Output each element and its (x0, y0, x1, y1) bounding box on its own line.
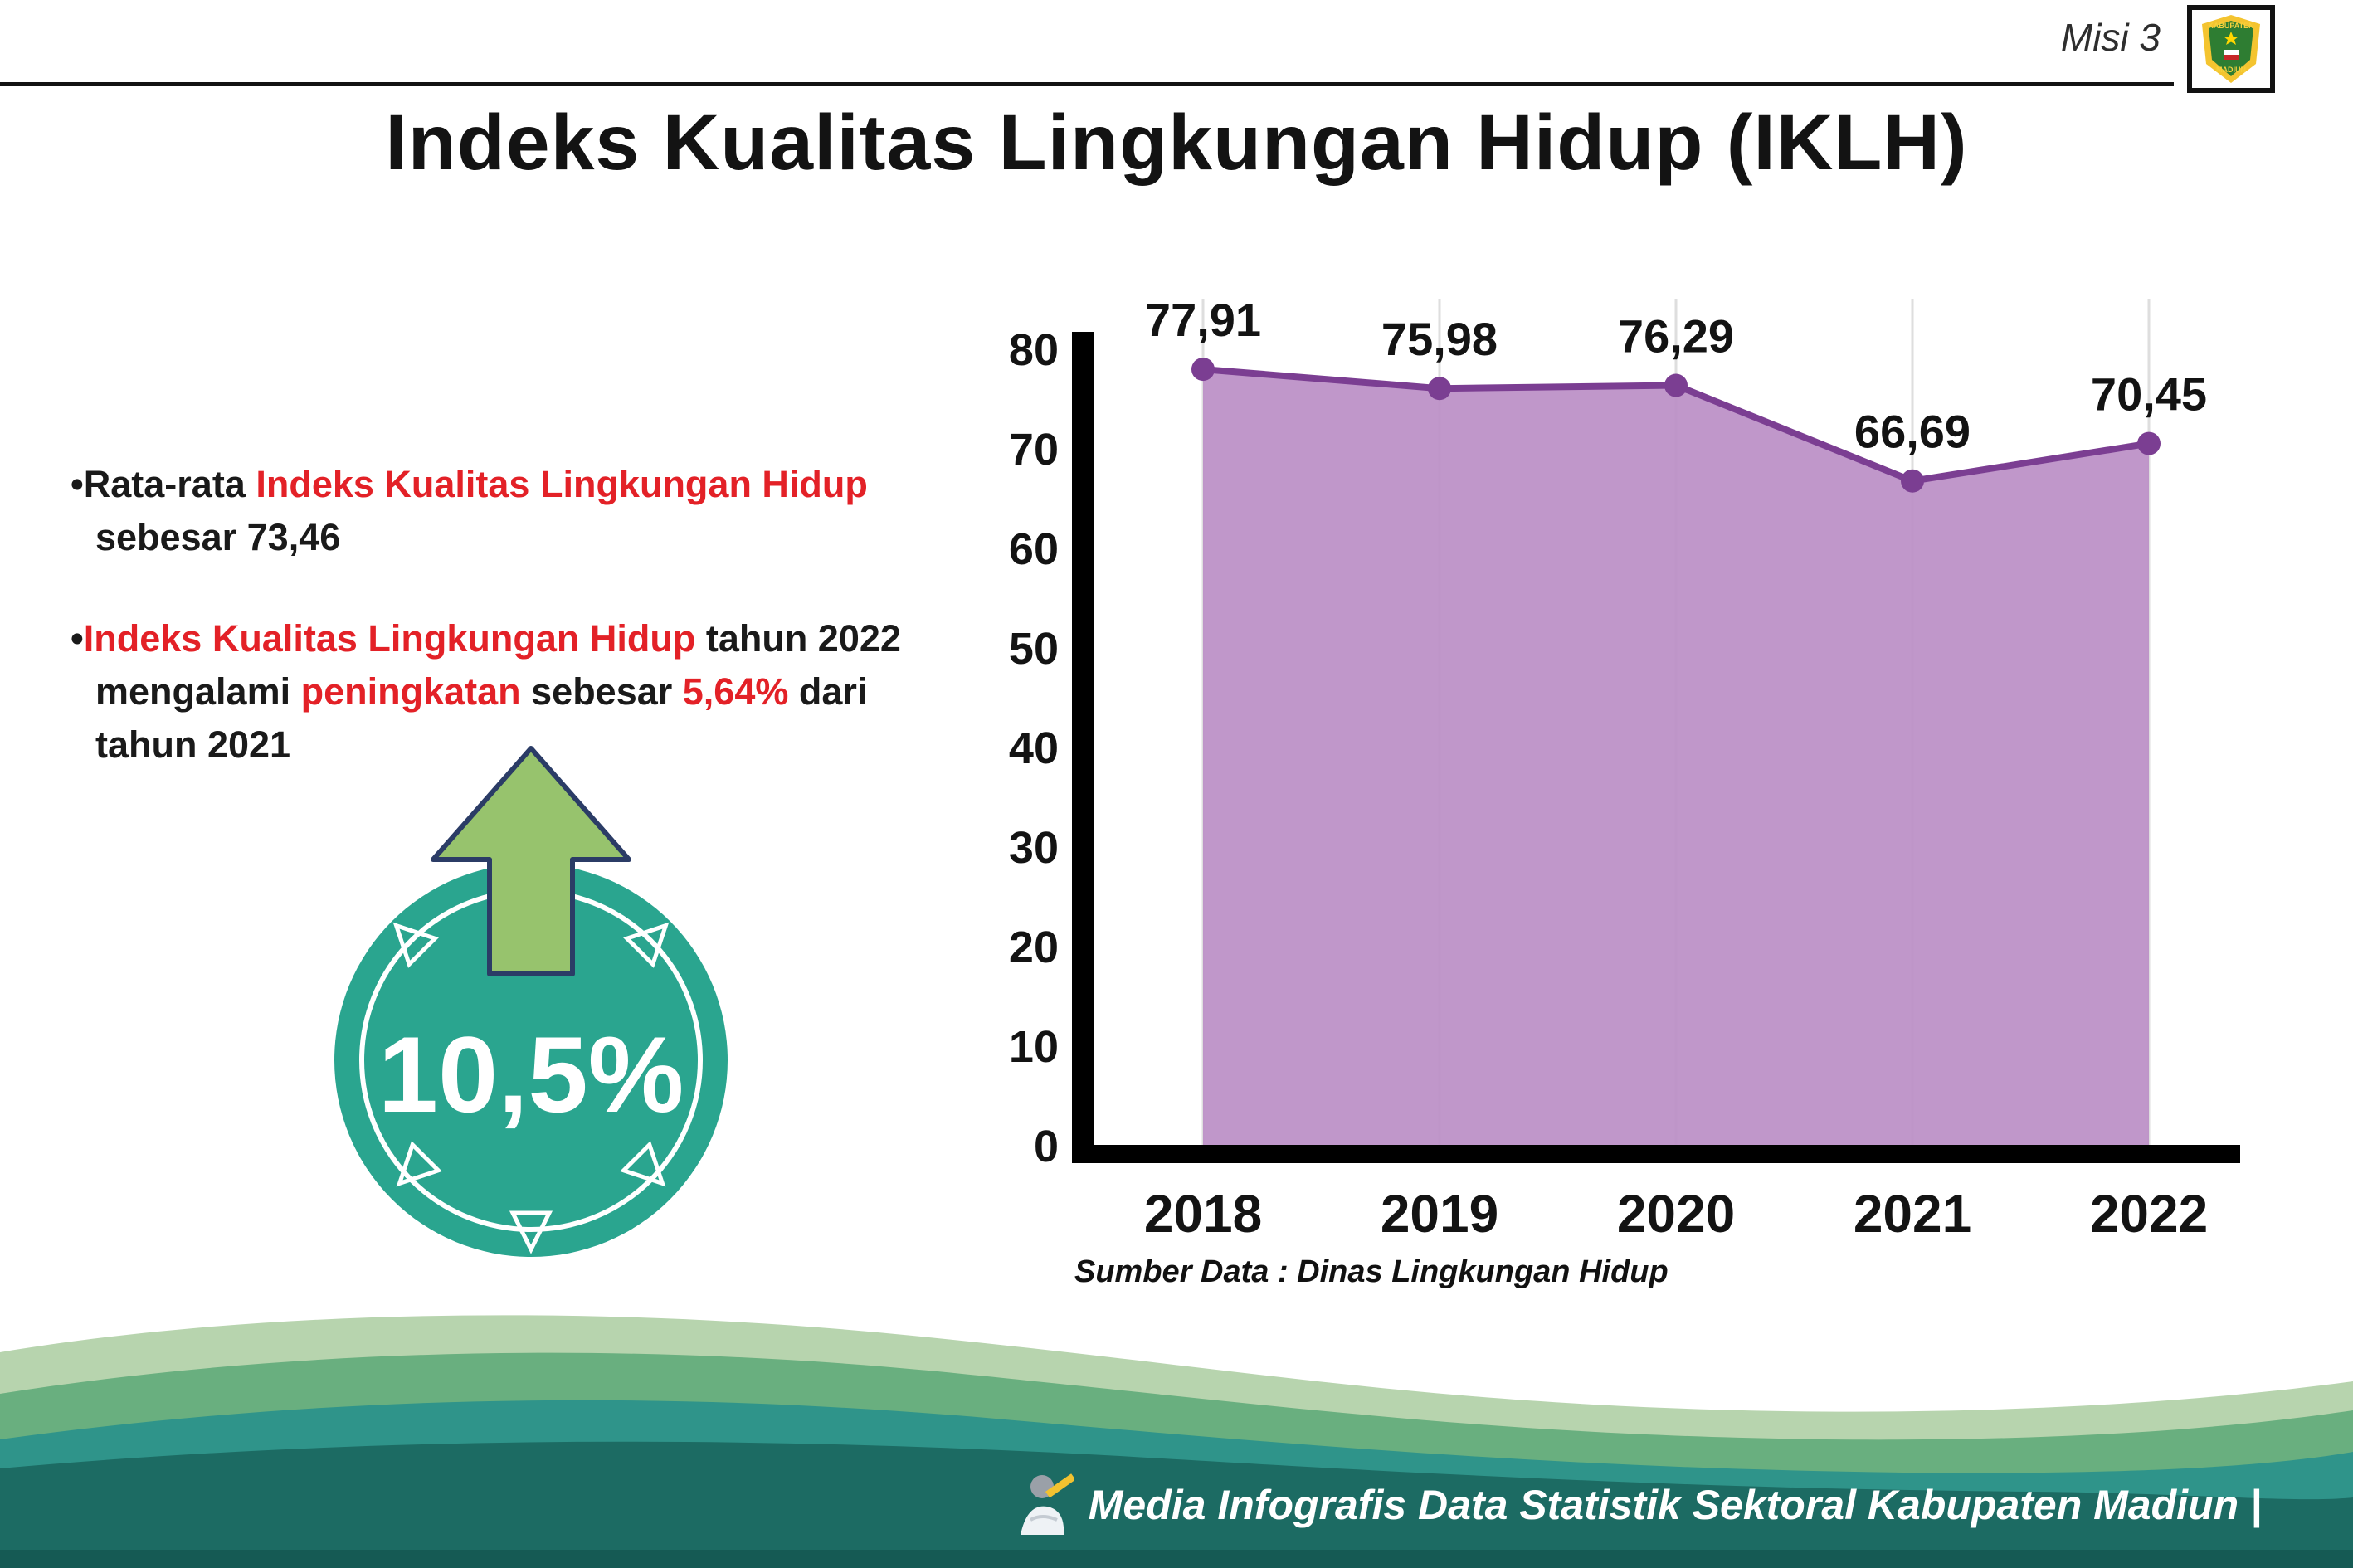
page-title: Indeks Kualitas Lingkungan Hidup (IKLH) (385, 99, 1968, 187)
ytick-0: 0 (1034, 1122, 1059, 1171)
area-fill (1203, 369, 2149, 1145)
footer-credit-text: Media Infografis Data Statistik Sektoral… (1088, 1482, 2262, 1528)
crest-region-bottom: MADIUN (2216, 66, 2246, 74)
ytick-10: 10 (1009, 1022, 1059, 1072)
bullet-increase: •Indeks Kualitas Lingkungan Hidup tahun … (71, 612, 962, 772)
increase-badge: 10,5% (334, 746, 728, 1257)
crest-region-top: KABUPATEN (2208, 22, 2253, 30)
mascot-icon (1020, 1473, 1074, 1535)
iklh-area-chart: 77,91 75,98 76,29 66,69 70,45 0 10 20 30 40 50 60 70… (1009, 294, 2240, 1244)
ytick-50: 50 (1009, 624, 1059, 674)
badge-triangle-decorations (392, 922, 670, 1254)
ytick-80: 80 (1009, 325, 1059, 375)
xlabel-2020: 2020 (1617, 1184, 1735, 1244)
marker-2021 (1901, 469, 1924, 493)
summary-bullets: •Rata-rata Indeks Kualitas Lingkungan Hi… (71, 458, 962, 819)
bullet-average-highlight: Indeks Kualitas Lingkungan Hidup (256, 463, 868, 505)
bullet-increase-mid-2: sebesar (520, 670, 683, 713)
footer-credit: Media Infografis Data Statistik Sektoral… (1014, 1470, 2262, 1540)
marker-2018 (1191, 358, 1215, 382)
bullet-increase-dot: • (71, 616, 84, 660)
marker-2022 (2137, 431, 2161, 455)
footer-waves (0, 1315, 2353, 1568)
value-label-2019: 75,98 (1381, 313, 1498, 365)
ytick-60: 60 (1009, 524, 1059, 574)
bullet-increase-highlight-3: 5,64% (682, 670, 789, 713)
marker-2020 (1664, 373, 1688, 397)
badge-circle (334, 864, 728, 1257)
header-divider (0, 82, 2174, 86)
bullet-increase-mid-1: tahun 2022 mengalami (95, 616, 901, 713)
crest-stripe-red (2224, 55, 2239, 60)
crest-stripe-white (2224, 50, 2239, 55)
x-axis (1072, 1145, 2240, 1163)
crest-inner-shield (2209, 21, 2253, 76)
ytick-30: 30 (1009, 823, 1059, 873)
ytick-20: 20 (1009, 923, 1059, 972)
xlabel-2018: 2018 (1144, 1184, 1262, 1244)
xlabel-2022: 2022 (2090, 1184, 2208, 1244)
ytick-40: 40 (1009, 723, 1059, 773)
footer-wave-dark (0, 1441, 2353, 1568)
marker-2019 (1428, 377, 1451, 401)
misi-label: Misi 3 (2060, 16, 2161, 59)
crest-star (2224, 32, 2239, 45)
xlabel-2021: 2021 (1854, 1184, 1971, 1244)
bullet-increase-highlight-2: peningkatan (300, 670, 521, 713)
chart-source-note: Sumber Data : Dinas Lingkungan Hidup (1074, 1254, 1669, 1289)
kabupaten-madiun-logo: KABUPATEN MADIUN (2187, 5, 2275, 93)
ytick-70: 70 (1009, 425, 1059, 475)
value-label-2022: 70,45 (2091, 368, 2207, 421)
bullet-average-pre: •Rata-rata (71, 463, 256, 505)
value-label-2021: 66,69 (1854, 406, 1971, 458)
up-arrow-icon (431, 746, 631, 976)
xlabel-2019: 2019 (1381, 1184, 1498, 1244)
bullet-increase-post: dari tahun 2021 (95, 670, 868, 766)
bullet-increase-highlight-1: Indeks Kualitas Lingkungan Hidup (83, 616, 696, 660)
y-axis (1072, 332, 1094, 1163)
kabupaten-madiun-crest-icon: KABUPATEN MADIUN (2202, 15, 2260, 83)
value-label-2018: 77,91 (1145, 294, 1261, 346)
bullet-average: •Rata-rata Indeks Kualitas Lingkungan Hi… (71, 458, 962, 564)
bullet-average-post: sebesar 73,46 (95, 515, 341, 558)
footer-bottom-strip (0, 1550, 2353, 1568)
badge-value: 10,5% (378, 1014, 684, 1135)
value-label-2020: 76,29 (1618, 310, 1734, 363)
